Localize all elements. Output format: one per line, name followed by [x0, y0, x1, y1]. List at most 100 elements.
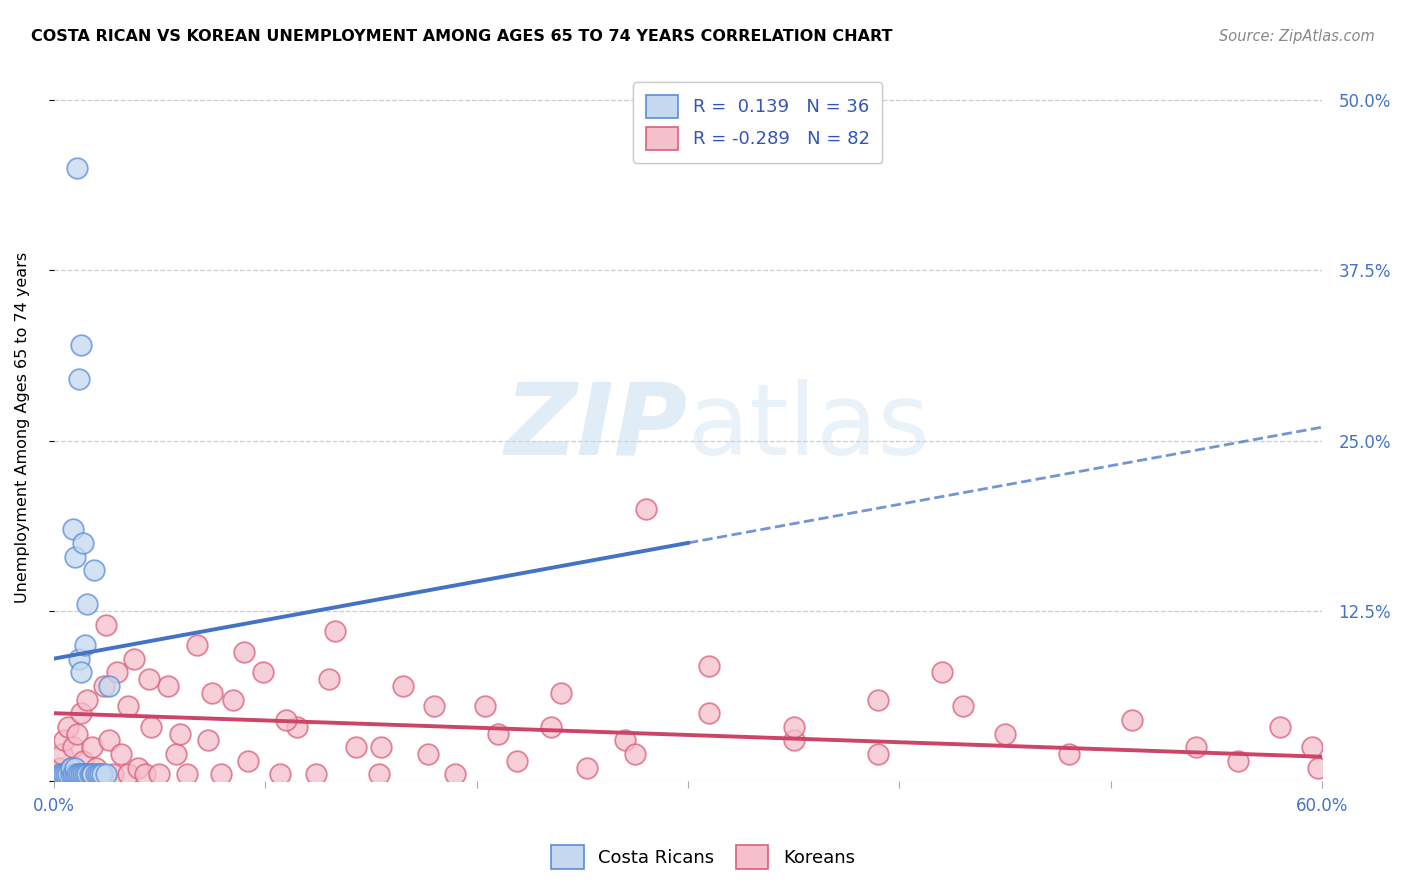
Point [931, 665, 953, 680]
Point [79, 767, 101, 781]
Point [169, 726, 191, 740]
Point [46, 767, 69, 781]
Text: Source: ZipAtlas.com: Source: ZipAtlas.com [1219, 29, 1375, 44]
Point [232, 645, 254, 659]
Point [276, 713, 298, 727]
Point [72, 754, 94, 768]
Point [1121, 713, 1143, 727]
Point [58, 767, 80, 781]
Point [127, 761, 149, 775]
Point [318, 672, 340, 686]
Point [994, 726, 1017, 740]
Point [148, 767, 170, 781]
Point [80, 767, 103, 781]
Legend: R =  0.139   N = 36, R = -0.289   N = 82: R = 0.139 N = 36, R = -0.289 N = 82 [633, 82, 883, 162]
Point [67, 372, 90, 386]
Point [70, 338, 93, 352]
Point [165, 747, 187, 761]
Point [91, 767, 114, 781]
Point [67, 651, 90, 665]
Point [66, 726, 89, 740]
Point [868, 747, 890, 761]
Point [416, 747, 439, 761]
Point [540, 720, 562, 734]
Y-axis label: Unemployment Among Ages 65 to 74 years: Unemployment Among Ages 65 to 74 years [15, 252, 30, 603]
Point [1308, 761, 1330, 775]
Point [70, 706, 93, 721]
Point [344, 740, 367, 755]
Point [110, 747, 132, 761]
Point [122, 651, 145, 665]
Point [1057, 747, 1080, 761]
Point [51, 747, 73, 761]
Point [59, 761, 82, 775]
Point [1226, 754, 1249, 768]
Point [59, 767, 82, 781]
Point [697, 658, 720, 673]
Point [550, 686, 572, 700]
Point [97, 679, 120, 693]
Point [67, 767, 90, 781]
Point [105, 665, 128, 680]
Point [49, 761, 72, 775]
Point [305, 767, 328, 781]
Point [97, 733, 120, 747]
Legend: Costa Ricans, Koreans: Costa Ricans, Koreans [544, 838, 862, 876]
Point [63, 761, 86, 775]
Point [783, 733, 806, 747]
Point [76, 597, 98, 611]
Point [201, 686, 224, 700]
Point [62, 740, 84, 755]
Point [89, 767, 111, 781]
Point [63, 767, 86, 781]
Point [75, 767, 97, 781]
Point [96, 617, 118, 632]
Text: ZIP: ZIP [505, 378, 688, 475]
Point [80, 767, 103, 781]
Point [444, 767, 467, 781]
Point [62, 767, 84, 781]
Point [506, 754, 529, 768]
Point [62, 522, 84, 536]
Point [63, 549, 86, 564]
Point [1184, 740, 1206, 755]
Text: atlas: atlas [688, 378, 929, 475]
Text: COSTA RICAN VS KOREAN UNEMPLOYMENT AMONG AGES 65 TO 74 YEARS CORRELATION CHART: COSTA RICAN VS KOREAN UNEMPLOYMENT AMONG… [31, 29, 893, 44]
Point [613, 733, 636, 747]
Point [323, 624, 346, 639]
Point [868, 692, 890, 706]
Point [76, 692, 98, 706]
Point [83, 563, 105, 577]
Point [186, 638, 208, 652]
Point [67, 767, 90, 781]
Point [391, 679, 413, 693]
Point [370, 740, 392, 755]
Point [55, 767, 77, 781]
Point [634, 501, 657, 516]
Point [72, 536, 94, 550]
Point [70, 665, 93, 680]
Point [285, 720, 308, 734]
Point [76, 767, 98, 781]
Point [952, 699, 974, 714]
Point [49, 767, 72, 781]
Point [783, 720, 806, 734]
Point [697, 706, 720, 721]
Point [209, 767, 232, 781]
Point [117, 699, 139, 714]
Point [575, 761, 598, 775]
Point [222, 692, 245, 706]
Point [66, 767, 89, 781]
Point [101, 767, 124, 781]
Point [66, 161, 89, 176]
Point [59, 761, 82, 775]
Point [138, 672, 160, 686]
Point [87, 767, 110, 781]
Point [139, 720, 162, 734]
Point [84, 767, 107, 781]
Point [486, 726, 509, 740]
Point [55, 767, 77, 781]
Point [238, 754, 260, 768]
Point [368, 767, 391, 781]
Point [75, 767, 97, 781]
